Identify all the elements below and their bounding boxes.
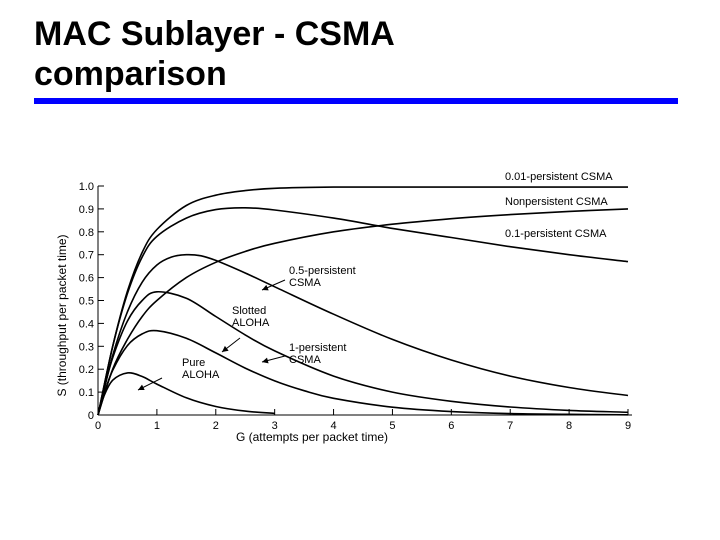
y-tick-label: 0.2 [79,364,94,376]
x-tick-label: 4 [330,420,336,432]
y-tick-label: 0.9 [79,204,94,216]
series-label-0-5-persistent-csma: 0.5-persistent CSMA [289,265,356,289]
x-tick-label: 6 [448,420,454,432]
y-tick-label: 0.5 [79,296,94,308]
series-label-0-01-persistent-csma: 0.01-persistent CSMA [505,171,613,183]
series-line-nonpersistent-csma [97,208,629,416]
y-tick-label: 0.6 [79,273,94,285]
pointer-arrow-head [262,357,269,364]
title-rule [34,98,678,104]
pointer-arrow-head [222,345,229,352]
y-tick-label: 0 [88,410,94,422]
x-tick-label: 1 [154,420,160,432]
y-tick-label: 0.4 [79,318,94,330]
y-tick-label: 0.1 [79,387,94,399]
x-tick-label: 8 [566,420,572,432]
x-tick-label: 5 [389,420,395,432]
pointer-arrow-head [262,284,269,291]
series-label-nonpersistent-csma: Nonpersistent CSMA [505,196,608,208]
series-line-0-5-persistent-csma [97,253,629,416]
x-axis-label: G (attempts per packet time) [236,430,388,444]
x-tick-label: 7 [507,420,513,432]
series-label-slotted-aloha: Slotted ALOHA [232,305,270,329]
series-label-pure-aloha: Pure ALOHA [182,357,220,381]
y-axis-label: S (throughput per packet time) [55,234,69,396]
series-label-0-1-persistent-csma: 0.1-persistent CSMA [505,228,607,240]
y-tick-label: 0.7 [79,250,94,262]
series-line-0-1-persistent-csma [97,206,629,416]
x-tick-label: 2 [213,420,219,432]
slide-title: MAC Sublayer - CSMA comparison [34,14,395,94]
y-tick-label: 0.3 [79,341,94,353]
series-line-slotted-aloha [97,329,629,416]
x-tick-label: 3 [272,420,278,432]
series-line-0-01-persistent-csma [97,186,628,416]
series-line-pure-aloha [97,372,275,416]
slide-title-line2: comparison [34,55,227,93]
y-tick-label: 1.0 [79,181,94,193]
slide-title-line1: MAC Sublayer - CSMA [34,15,395,53]
x-tick-label: 0 [95,420,101,432]
y-tick-label: 0.8 [79,227,94,239]
x-tick-label: 9 [625,420,631,432]
series-label-1-persistent-csma: 1-persistent CSMA [289,342,346,366]
pointer-arrow-head [138,384,145,390]
series-line-1-persistent-csma [97,290,629,416]
